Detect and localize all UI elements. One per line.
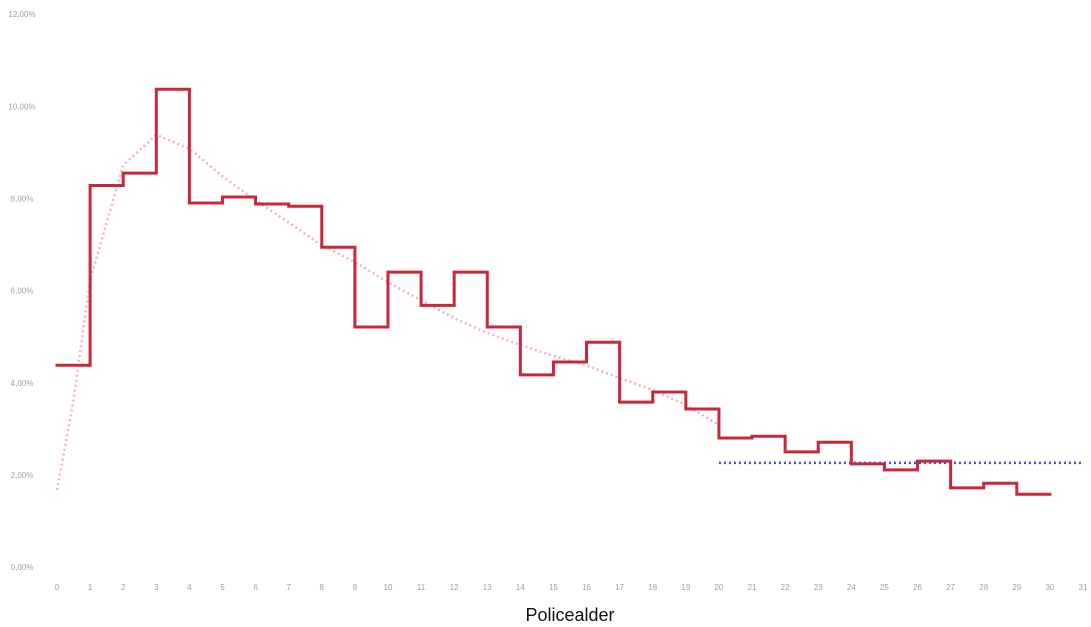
- x-tick-label: 25: [880, 583, 889, 592]
- x-tick-label: 13: [483, 583, 492, 592]
- x-tick-label: 16: [582, 583, 591, 592]
- x-tick-label: 21: [748, 583, 757, 592]
- y-tick-label: 10,00%: [8, 102, 35, 111]
- x-tick-label: 10: [384, 583, 393, 592]
- y-tick-label: 0,00%: [11, 563, 34, 572]
- x-tick-label: 2: [121, 583, 126, 592]
- x-tick-label: 8: [320, 583, 325, 592]
- x-tick-label: 6: [253, 583, 258, 592]
- x-tick-label: 31: [1079, 583, 1088, 592]
- x-tick-label: 28: [979, 583, 988, 592]
- x-tick-label: 20: [714, 583, 723, 592]
- x-tick-label: 18: [648, 583, 657, 592]
- x-tick-label: 27: [946, 583, 955, 592]
- x-tick-label: 12: [450, 583, 459, 592]
- x-tick-label: 29: [1012, 583, 1021, 592]
- y-tick-label: 8,00%: [11, 194, 34, 203]
- x-tick-label: 3: [154, 583, 159, 592]
- x-tick-label: 0: [55, 583, 60, 592]
- x-tick-label: 17: [615, 583, 624, 592]
- x-tick-label: 14: [516, 583, 525, 592]
- x-tick-label: 15: [549, 583, 558, 592]
- x-tick-label: 19: [681, 583, 690, 592]
- y-tick-label: 6,00%: [11, 287, 34, 296]
- x-tick-label: 7: [286, 583, 291, 592]
- x-tick-label: 5: [220, 583, 225, 592]
- y-tick-label: 2,00%: [11, 471, 34, 480]
- y-tick-label: 12,00%: [8, 10, 35, 19]
- x-tick-label: 4: [187, 583, 192, 592]
- x-tick-label: 22: [781, 583, 790, 592]
- line: [55, 133, 720, 491]
- x-axis-label: Policealder: [525, 605, 614, 625]
- x-tick-label: 23: [814, 583, 823, 592]
- y-tick-label: 4,00%: [11, 379, 34, 388]
- x-tick-label: 9: [353, 583, 358, 592]
- x-tick-label: 11: [417, 583, 426, 592]
- x-tick-label: 26: [913, 583, 922, 592]
- x-tick-label: 30: [1045, 583, 1054, 592]
- x-tick-label: 1: [88, 583, 93, 592]
- x-tick-label: 24: [847, 583, 856, 592]
